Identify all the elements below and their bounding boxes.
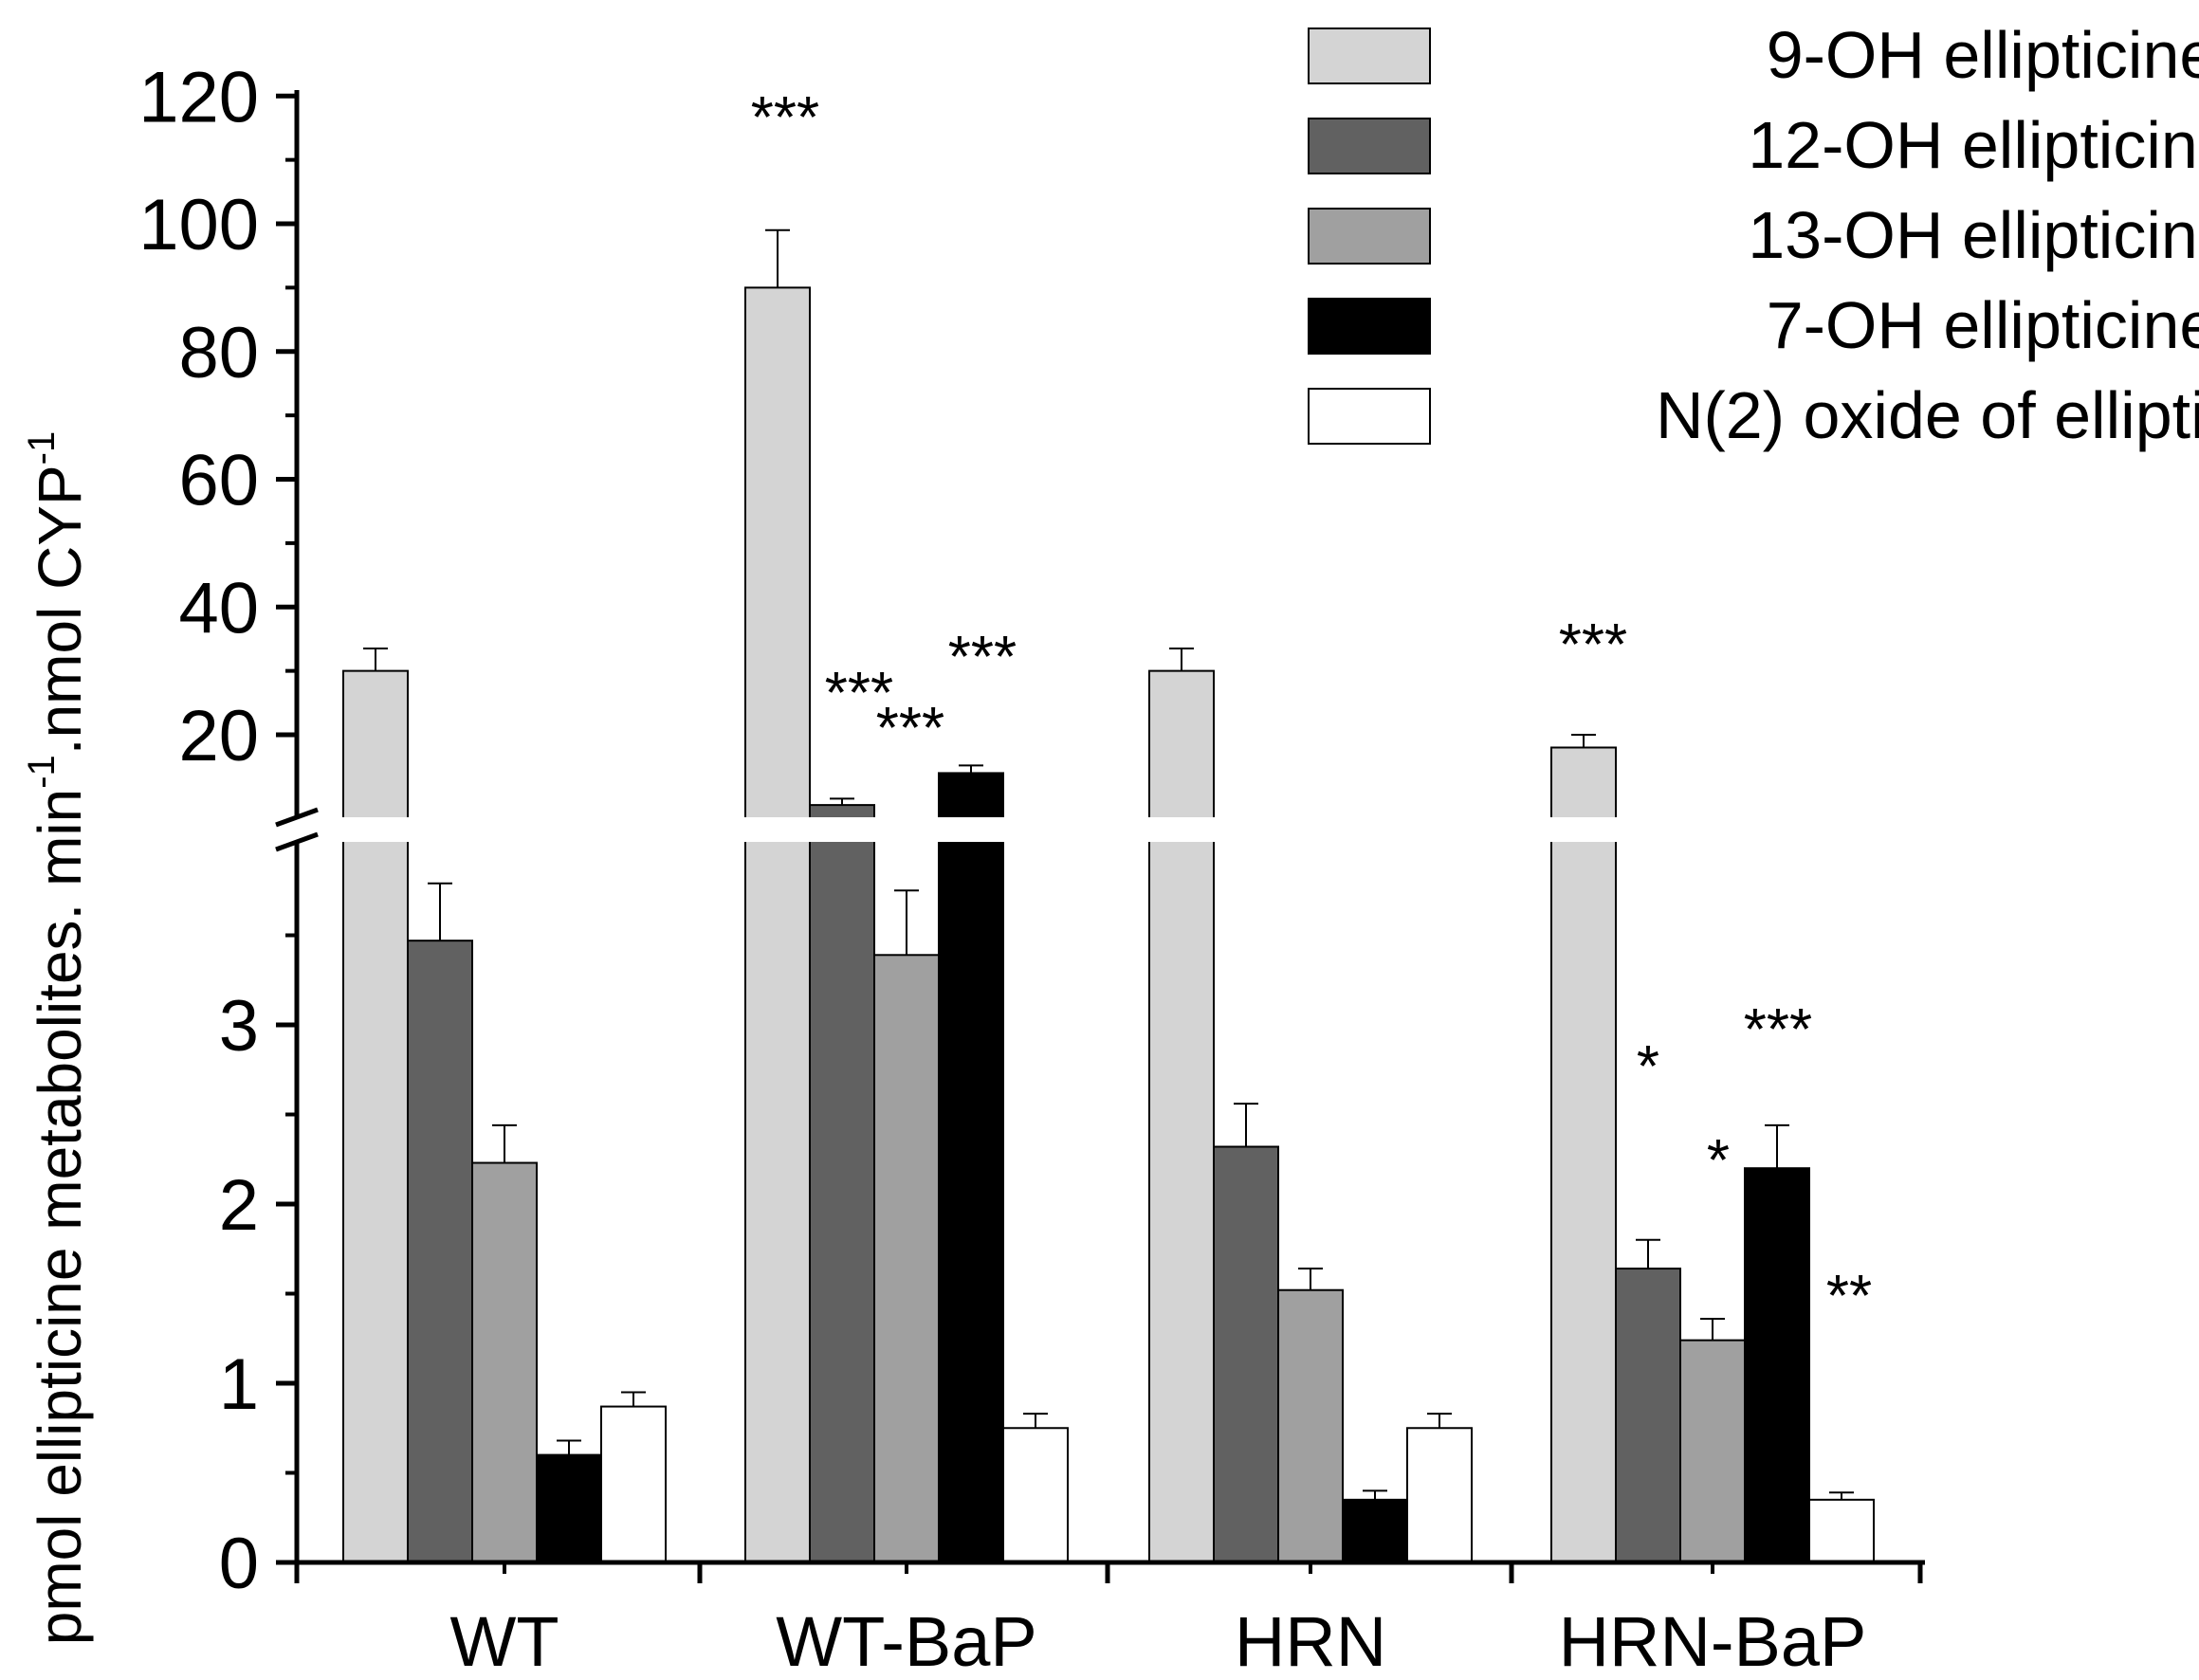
- error-bar-hrn-13-oh-ellipticine: [1298, 1268, 1323, 1290]
- x-tick-label-hrn: HRN: [1235, 1602, 1386, 1680]
- bar-hrn-bap-13-oh-ellipticine: [1679, 1339, 1746, 1564]
- error-bar-hrn-bap-12-oh-ellipticine: [1636, 1238, 1660, 1269]
- error-bar-wt-13-oh-ellipticine: [492, 1123, 517, 1163]
- bar-hrn-bap-9-oh-ellipticine: [1550, 746, 1617, 1563]
- y-tick-label-upper-4: 100: [138, 185, 259, 265]
- error-bar-hrn-bap-13-oh-ellipticine: [1700, 1317, 1725, 1341]
- y-tick-label-upper-5: 120: [138, 57, 259, 137]
- bar-hrn-n-2-oxide-of-ellipticine: [1406, 1427, 1473, 1563]
- error-bar-hrn-bap-7-oh-ellipticine: [1765, 1123, 1789, 1169]
- legend-swatch-n-2-oxide-of-ellipticine: [1308, 388, 1431, 445]
- significance-wt-bap-s1: ***: [825, 661, 893, 726]
- legend-label-12-oh-ellipticine: 12-OH ellipticine: [1748, 108, 2199, 182]
- bar-wt-7-oh-ellipticine: [536, 1453, 602, 1563]
- bar-hrn-12-oh-ellipticine: [1213, 1145, 1279, 1564]
- plot-area: ************ **********: [278, 85, 1944, 1564]
- x-axis: WT WT-BaP HRN HRN-BaP: [294, 1560, 1925, 1680]
- bar-wt-bap-n-2-oxide-of-ellipticine: [1002, 1427, 1069, 1563]
- y-axis: 0 1 2 3 20 40 60 80 100 120: [138, 57, 319, 1604]
- error-bar-wt-n-2-oxide-of-ellipticine: [621, 1391, 646, 1407]
- y-tick-label-upper-1: 40: [178, 568, 259, 648]
- error-bar-wt-bap-9-oh-ellipticine: [765, 228, 790, 288]
- error-bar-wt-bap-12-oh-ellipticine: [830, 797, 854, 806]
- significance-hrn-bap-s0: ***: [1559, 612, 1627, 678]
- legend-label-13-oh-ellipticine: 13-OH ellipticine: [1748, 198, 2199, 272]
- bar-wt-bap-9-oh-ellipticine: [744, 286, 811, 1563]
- axis-break-mark-lower: [275, 831, 319, 852]
- error-bar-wt-12-oh-ellipticine: [428, 882, 452, 941]
- significance-hrn-bap-s4: **: [1826, 1264, 1872, 1329]
- error-bar-wt-bap-7-oh-ellipticine: [959, 764, 983, 774]
- y-tick-label-upper-2: 60: [178, 441, 259, 521]
- legend-swatch-9-oh-ellipticine: [1308, 27, 1431, 84]
- error-bar-wt-7-oh-ellipticine: [557, 1439, 581, 1455]
- bar-hrn-7-oh-ellipticine: [1342, 1498, 1408, 1563]
- error-bar-wt-9-oh-ellipticine: [363, 648, 388, 671]
- legend-label-n-2-oxide-of-ellipticine: N(2) oxide of ellipticine: [1656, 378, 2199, 452]
- significance-wt-bap-s3: ***: [948, 625, 1017, 690]
- error-bar-hrn-9-oh-ellipticine: [1169, 648, 1194, 671]
- bar-hrn-9-oh-ellipticine: [1148, 669, 1215, 1563]
- y-tick-label-lower-1: 1: [219, 1344, 259, 1425]
- x-tick-label-hrn-bap: HRN-BaP: [1559, 1602, 1867, 1680]
- bar-wt-bap-13-oh-ellipticine: [873, 954, 940, 1563]
- significance-hrn-bap-s3: ***: [1744, 997, 1812, 1063]
- y-tick-label-lower-3: 3: [219, 986, 259, 1067]
- y-tick-label-lower-2: 2: [219, 1165, 259, 1246]
- significance-wt-bap-s0: ***: [751, 85, 819, 151]
- legend-label-7-oh-ellipticine: 7-OH ellipticine: [1767, 288, 2199, 362]
- bar-hrn-bap-7-oh-ellipticine: [1744, 1167, 1810, 1563]
- bar-hrn-bap-12-oh-ellipticine: [1615, 1268, 1681, 1564]
- bar-wt-bap-12-oh-ellipticine: [809, 804, 875, 1563]
- error-bar-hrn-bap-n-2-oxide-of-ellipticine: [1829, 1491, 1854, 1500]
- x-tick-label-wt: WT: [449, 1602, 559, 1680]
- x-tick-label-wt-bap: WT-BaP: [776, 1602, 1036, 1680]
- legend-swatch-12-oh-ellipticine: [1308, 118, 1431, 174]
- error-bar-wt-bap-n-2-oxide-of-ellipticine: [1023, 1413, 1048, 1429]
- axis-break-mark-upper: [275, 807, 319, 828]
- bar-wt-13-oh-ellipticine: [471, 1161, 538, 1564]
- bar-wt-bap-7-oh-ellipticine: [938, 772, 1004, 1563]
- error-bar-hrn-bap-9-oh-ellipticine: [1571, 734, 1596, 748]
- bar-hrn-bap-n-2-oxide-of-ellipticine: [1808, 1498, 1875, 1563]
- y-axis-label: pmol ellipticine metabolites. min-1.nmol…: [21, 431, 94, 1646]
- bar-hrn-13-oh-ellipticine: [1277, 1288, 1344, 1563]
- significance-hrn-bap-s2: *: [1707, 1128, 1730, 1194]
- legend-label-9-oh-ellipticine: 9-OH ellipticine: [1767, 18, 2199, 92]
- legend-swatch-13-oh-ellipticine: [1308, 208, 1431, 265]
- bar-wt-9-oh-ellipticine: [342, 669, 409, 1563]
- significance-hrn-bap-s1: *: [1637, 1034, 1659, 1100]
- axis-break-gap: [278, 817, 1944, 842]
- error-bar-hrn-12-oh-ellipticine: [1234, 1103, 1258, 1147]
- legend: 9-OH ellipticine 12-OH ellipticine 13-OH e…: [1308, 18, 2199, 452]
- significance-wt-bap-s2: ***: [876, 696, 944, 761]
- y-tick-label-upper-0: 20: [178, 696, 259, 776]
- y-tick-label-lower-0: 0: [219, 1524, 259, 1604]
- error-bar-wt-bap-13-oh-ellipticine: [894, 889, 919, 956]
- bar-wt-n-2-oxide-of-ellipticine: [600, 1405, 667, 1563]
- error-bar-hrn-7-oh-ellipticine: [1363, 1489, 1387, 1500]
- bar-wt-12-oh-ellipticine: [407, 940, 473, 1563]
- legend-swatch-7-oh-ellipticine: [1308, 298, 1431, 355]
- error-bar-hrn-n-2-oxide-of-ellipticine: [1427, 1413, 1452, 1429]
- y-tick-label-upper-3: 80: [178, 313, 259, 393]
